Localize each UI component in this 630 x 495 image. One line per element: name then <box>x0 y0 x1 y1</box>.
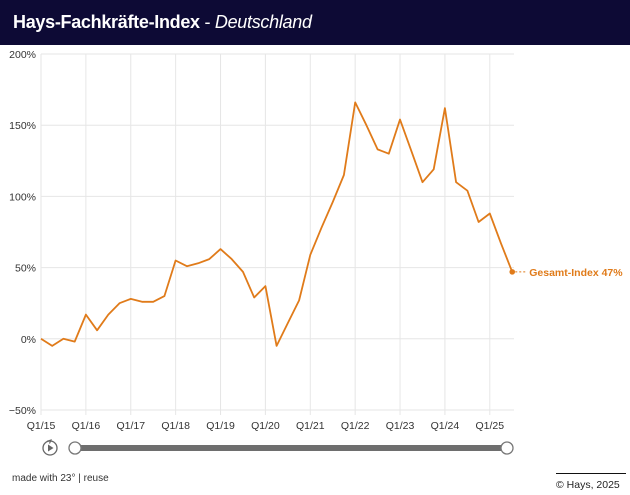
x-tick-label: Q1/25 <box>475 420 504 432</box>
title-region: Deutschland <box>214 12 312 32</box>
end-point-marker[interactable] <box>509 269 516 275</box>
y-tick-label: 100% <box>9 191 36 203</box>
header-bar: Hays-Fachkräfte-Index - Deutschland <box>0 0 630 45</box>
x-tick-label: Q1/22 <box>341 420 370 432</box>
x-tick-label: Q1/17 <box>116 420 145 432</box>
y-tick-label: 200% <box>9 49 36 61</box>
made-with-credit[interactable]: made with 23° | reuse <box>12 473 109 484</box>
replay-arrow-icon <box>46 439 52 444</box>
chart-title: Hays-Fachkräfte-Index - Deutschland <box>13 12 312 33</box>
y-tick-label: 50% <box>15 263 36 275</box>
grid-lines <box>40 53 514 415</box>
end-label: Gesamt-Index 47% <box>529 267 623 279</box>
x-tick-label: Q1/18 <box>161 420 190 432</box>
replay-button[interactable] <box>42 439 58 456</box>
copyright: © Hays, 2025 <box>556 473 626 491</box>
made-with-text[interactable]: made with 23° | reuse <box>12 473 109 484</box>
title-main: Hays-Fachkräfte-Index <box>13 12 200 32</box>
y-tick-label: 150% <box>9 120 36 132</box>
x-tick-label: Q1/21 <box>296 420 325 432</box>
play-triangle-icon <box>48 444 54 452</box>
y-axis: 200% 150% 100% 50% 0% −50% <box>9 49 36 417</box>
series-line-gesamt-index <box>40 101 514 347</box>
time-slider-track[interactable] <box>75 445 507 451</box>
x-tick-label: Q1/15 <box>27 420 56 432</box>
y-tick-label: 0% <box>21 334 36 346</box>
x-tick-label: Q1/20 <box>251 420 280 432</box>
time-slider-end-handle[interactable] <box>500 441 514 455</box>
x-tick-label: Q1/24 <box>431 420 460 432</box>
copyright-text: © Hays, 2025 <box>556 479 620 491</box>
y-tick-label: −50% <box>9 405 36 417</box>
x-tick-label: Q1/16 <box>72 420 101 432</box>
title-separator: - <box>199 12 215 32</box>
time-slider-start-handle[interactable] <box>68 441 82 455</box>
x-axis: Q1/15 Q1/16 Q1/17 Q1/18 Q1/19 Q1/20 Q1/21 Q1/22… <box>27 420 505 432</box>
x-tick-label: Q1/19 <box>206 420 235 432</box>
line-chart: 200%150%100%50%0%−50% Q1/15 Q1/16 Q1/17 Q1/… <box>9 49 623 456</box>
x-tick-label: Q1/23 <box>386 420 415 432</box>
